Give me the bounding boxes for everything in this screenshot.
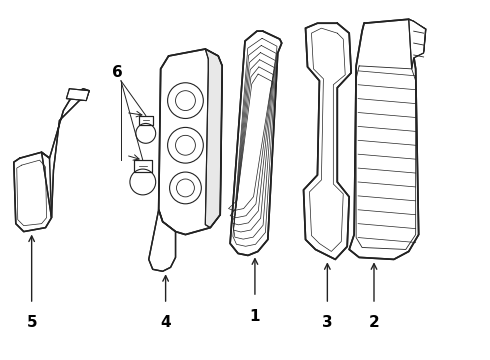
Text: 2: 2 <box>368 315 379 330</box>
Text: 1: 1 <box>250 309 260 324</box>
Polygon shape <box>349 19 426 260</box>
Polygon shape <box>139 116 153 125</box>
Polygon shape <box>134 160 152 172</box>
Text: 5: 5 <box>26 315 37 330</box>
Polygon shape <box>409 19 426 69</box>
Polygon shape <box>159 49 222 235</box>
Text: 4: 4 <box>160 315 171 330</box>
Polygon shape <box>205 49 222 228</box>
Polygon shape <box>303 23 351 260</box>
Text: 6: 6 <box>112 65 122 80</box>
Text: 3: 3 <box>322 315 333 330</box>
Polygon shape <box>149 210 175 271</box>
Polygon shape <box>42 89 89 218</box>
Polygon shape <box>230 31 282 255</box>
Polygon shape <box>66 89 89 100</box>
Polygon shape <box>14 152 51 231</box>
